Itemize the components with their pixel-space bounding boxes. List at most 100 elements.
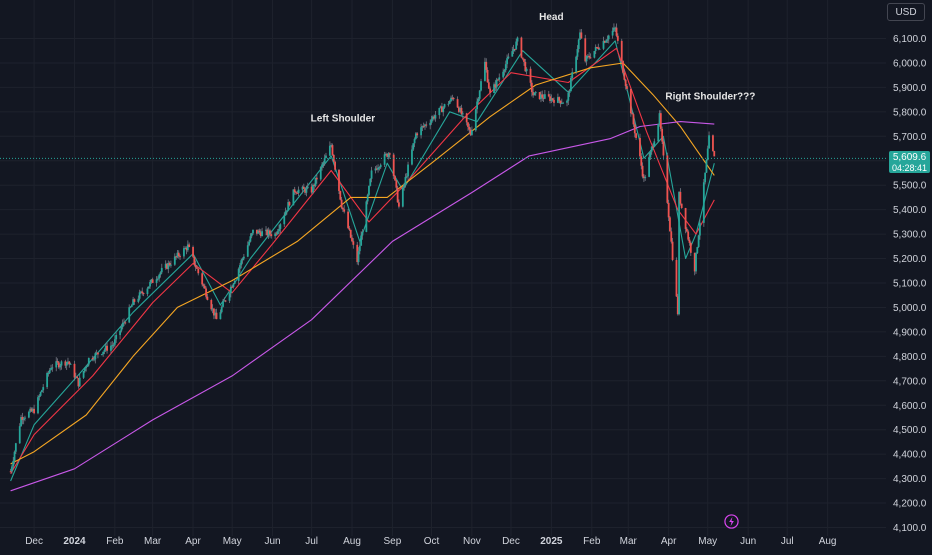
- candle-body: [398, 202, 400, 207]
- candle-body: [485, 61, 488, 70]
- candle-body: [387, 153, 390, 157]
- currency-button[interactable]: USD: [887, 3, 925, 21]
- candle-body: [115, 334, 118, 340]
- candle-body: [360, 235, 363, 246]
- candle-body: [142, 293, 145, 295]
- candle-body: [497, 79, 499, 81]
- candle-body: [661, 128, 664, 142]
- price-axis-label: 4,500.0: [893, 425, 927, 436]
- price-axis-label: 4,200.0: [893, 499, 927, 510]
- candle-body: [439, 106, 442, 108]
- candle-body: [57, 362, 60, 368]
- candle-body: [265, 229, 267, 232]
- candle-body: [149, 282, 151, 287]
- candle-body: [448, 101, 451, 104]
- price-axis-label: 5,100.0: [893, 279, 927, 290]
- candle-body: [666, 155, 669, 203]
- candle-body: [74, 376, 77, 378]
- candle-body: [433, 116, 436, 119]
- candle-body: [394, 176, 396, 181]
- candle-body: [680, 203, 683, 209]
- candle-body: [41, 390, 43, 393]
- annotations: Head Left Shoulder Right Shoulder???: [311, 12, 756, 124]
- candle-body: [403, 184, 406, 188]
- candle-body: [164, 263, 167, 268]
- candle-body: [155, 279, 158, 283]
- candle-body: [429, 122, 432, 126]
- price-axis-label: 4,800.0: [893, 352, 927, 363]
- time-axis[interactable]: Dec 2024 Feb Mar Apr May Jun Jul Aug Sep Oct Nov Dec…: [25, 536, 836, 547]
- candle-body: [312, 184, 314, 193]
- time-axis-label: Oct: [424, 536, 440, 547]
- candle-body: [431, 116, 434, 120]
- candle-body: [405, 176, 408, 178]
- candle-body: [206, 296, 209, 300]
- candle-body: [489, 88, 492, 94]
- candle-body: [521, 57, 524, 59]
- candle-body: [85, 366, 88, 369]
- candle-body: [396, 187, 399, 203]
- candle-body: [635, 133, 637, 138]
- candle-body: [175, 256, 178, 258]
- candle-body: [183, 248, 185, 257]
- candle-body: [86, 364, 89, 367]
- candle-body: [42, 387, 45, 391]
- time-axis-label: Jul: [781, 536, 794, 547]
- candle-body: [110, 345, 112, 351]
- candle-body: [549, 96, 551, 101]
- time-axis-label: May: [223, 536, 242, 547]
- price-axis-label: 5,900.0: [893, 83, 927, 94]
- candle-body: [632, 114, 635, 125]
- candle-body: [356, 244, 359, 263]
- candle-body: [375, 168, 378, 170]
- time-axis-label: Apr: [185, 536, 201, 547]
- price-axis[interactable]: 4,100.0 4,200.0 4,300.0 4,400.0 4,500.0 4,600…: [893, 34, 927, 534]
- candle-body: [533, 92, 536, 96]
- price-axis-label: 4,300.0: [893, 474, 927, 485]
- candle-body: [411, 149, 413, 165]
- candle-body: [232, 283, 235, 288]
- candle-body: [170, 264, 172, 266]
- candle-body: [314, 177, 317, 186]
- candle-body: [420, 127, 422, 136]
- candle-body: [495, 79, 498, 88]
- time-axis-label: May: [698, 536, 717, 547]
- candle-body: [51, 367, 54, 369]
- candle-body: [103, 349, 106, 352]
- candle-body: [633, 124, 636, 134]
- candle-body: [603, 40, 606, 43]
- candle-body: [33, 408, 35, 414]
- candle-body: [60, 361, 63, 366]
- candle-body: [46, 372, 49, 388]
- candle-body: [159, 272, 162, 275]
- candle-body: [256, 229, 258, 234]
- candle-body: [588, 55, 591, 58]
- candle-body: [295, 192, 297, 194]
- candle-body: [269, 230, 271, 235]
- grid-lines: [0, 0, 886, 536]
- candle-body: [542, 97, 545, 99]
- lightning-icon[interactable]: [724, 514, 739, 529]
- candle-body: [119, 330, 121, 335]
- candle-body: [176, 252, 179, 257]
- candle-body: [365, 201, 368, 232]
- candle-body: [87, 357, 90, 365]
- candle-body: [358, 245, 361, 252]
- price-axis-label: 6,100.0: [893, 34, 927, 45]
- candle-body: [158, 274, 161, 279]
- candles: [9, 23, 716, 474]
- candle-body: [31, 408, 34, 412]
- candle-body: [685, 228, 688, 232]
- candle-body: [201, 273, 204, 285]
- candle-body: [229, 286, 232, 294]
- candle-body: [503, 70, 506, 72]
- candle-body: [82, 371, 85, 378]
- candle-body: [278, 228, 280, 232]
- candle-body: [219, 312, 222, 320]
- time-axis-label: Jul: [305, 536, 318, 547]
- candle-body: [121, 322, 124, 328]
- candle-body: [91, 357, 94, 360]
- candle-body: [568, 91, 571, 93]
